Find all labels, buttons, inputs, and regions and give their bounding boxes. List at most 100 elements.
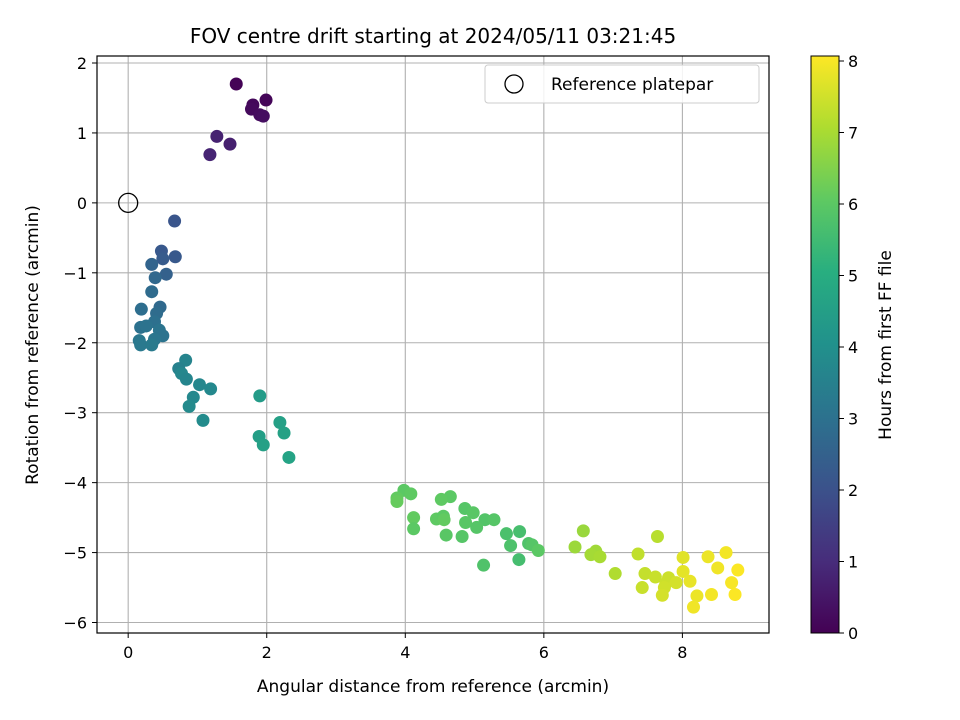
data-point — [277, 426, 291, 440]
data-point — [487, 513, 501, 527]
x-tick-label: 4 — [400, 643, 410, 662]
colorbar: 0 1 2 3 4 5 6 7 8 Hours from first FF file — [810, 52, 896, 643]
data-point — [259, 93, 273, 107]
data-point — [531, 543, 545, 557]
data-point — [676, 564, 690, 578]
legend: Reference platepar — [484, 64, 760, 104]
data-point — [253, 389, 267, 403]
data-point — [690, 589, 704, 603]
y-axis-label: Rotation from reference (arcmin) — [23, 205, 43, 485]
data-point — [504, 539, 518, 553]
colorbar-tick-label: 6 — [848, 195, 858, 214]
colorbar-tick-label: 7 — [848, 124, 858, 143]
data-point — [576, 524, 590, 538]
data-point — [439, 528, 453, 542]
x-tick-label: 2 — [262, 643, 272, 662]
data-point — [655, 588, 669, 602]
data-point — [725, 576, 739, 590]
data-point — [273, 415, 287, 429]
colorbar-tick-label: 8 — [848, 52, 858, 71]
plot-area-frame — [96, 55, 770, 634]
legend-reference-marker — [504, 74, 524, 94]
data-point — [711, 561, 725, 575]
data-point — [638, 567, 652, 581]
data-point — [179, 372, 193, 386]
data-point — [701, 550, 715, 564]
grid-lines — [97, 56, 769, 633]
data-point — [477, 558, 491, 572]
colorbar-tick-label: 5 — [848, 267, 858, 286]
data-point — [608, 567, 622, 581]
legend-box — [484, 64, 760, 104]
colorbar-tick-label: 2 — [848, 481, 858, 500]
data-point — [704, 588, 718, 602]
y-tick-label: 0 — [77, 194, 87, 213]
data-point — [631, 547, 645, 561]
y-tick-label: 1 — [77, 124, 87, 143]
data-point — [256, 109, 270, 123]
data-point — [210, 129, 224, 143]
data-point — [407, 511, 421, 525]
y-tick-label: −2 — [63, 334, 87, 353]
chart-title: FOV centre drift starting at 2024/05/11 … — [190, 24, 676, 48]
data-point — [683, 574, 697, 588]
data-point — [731, 563, 745, 577]
data-point — [404, 487, 418, 501]
y-axis-ticks: −6 −5 −4 −3 −2 −1 0 1 2 — [63, 54, 97, 633]
data-point — [499, 527, 513, 541]
data-point — [434, 492, 448, 506]
x-tick-label: 6 — [539, 643, 549, 662]
data-point — [686, 600, 700, 614]
data-point — [512, 553, 526, 567]
data-point — [728, 588, 742, 602]
data-point — [182, 399, 196, 413]
colorbar-tick-label: 4 — [848, 338, 858, 357]
data-point — [256, 438, 270, 452]
data-point — [134, 302, 148, 316]
x-tick-label: 0 — [123, 643, 133, 662]
x-axis-label: Angular distance from reference (arcmin) — [257, 677, 609, 697]
data-point — [282, 450, 296, 464]
data-point — [145, 257, 159, 271]
data-point — [407, 522, 421, 536]
data-point — [145, 285, 159, 299]
y-tick-label: −5 — [63, 544, 87, 563]
colorbar-ticks: 0 1 2 3 4 5 6 7 8 — [839, 52, 858, 643]
data-point — [203, 148, 217, 162]
legend-label: Reference platepar — [551, 75, 713, 95]
data-point — [139, 319, 153, 333]
data-point — [568, 540, 582, 554]
reference-marker-layer — [118, 192, 139, 214]
x-axis-ticks: 0 2 4 6 8 — [123, 633, 687, 662]
data-point — [466, 506, 480, 520]
data-point — [669, 576, 683, 590]
x-tick-label: 8 — [677, 643, 687, 662]
data-point — [593, 550, 607, 564]
colorbar-tick-label: 0 — [848, 624, 858, 643]
data-point — [459, 515, 473, 529]
data-point — [223, 137, 237, 151]
colorbar-tick-label: 1 — [848, 553, 858, 572]
y-tick-label: −4 — [63, 474, 87, 493]
data-point — [145, 338, 159, 352]
colorbar-gradient — [810, 55, 840, 634]
data-point — [648, 570, 662, 584]
data-point — [513, 525, 527, 539]
data-point — [134, 338, 148, 352]
y-tick-label: −6 — [63, 614, 87, 633]
data-point — [455, 529, 469, 543]
data-point — [168, 250, 182, 264]
reference-platepar-marker — [118, 192, 139, 214]
data-point — [193, 378, 207, 392]
y-tick-label: 2 — [77, 54, 87, 73]
y-tick-label: −3 — [63, 404, 87, 423]
colorbar-label: Hours from first FF file — [876, 250, 896, 440]
data-point — [470, 520, 484, 534]
data-point — [204, 382, 218, 396]
data-point — [390, 495, 404, 509]
data-point — [196, 413, 210, 427]
data-point — [437, 513, 451, 527]
data-point — [229, 77, 243, 91]
data-point — [168, 214, 182, 228]
